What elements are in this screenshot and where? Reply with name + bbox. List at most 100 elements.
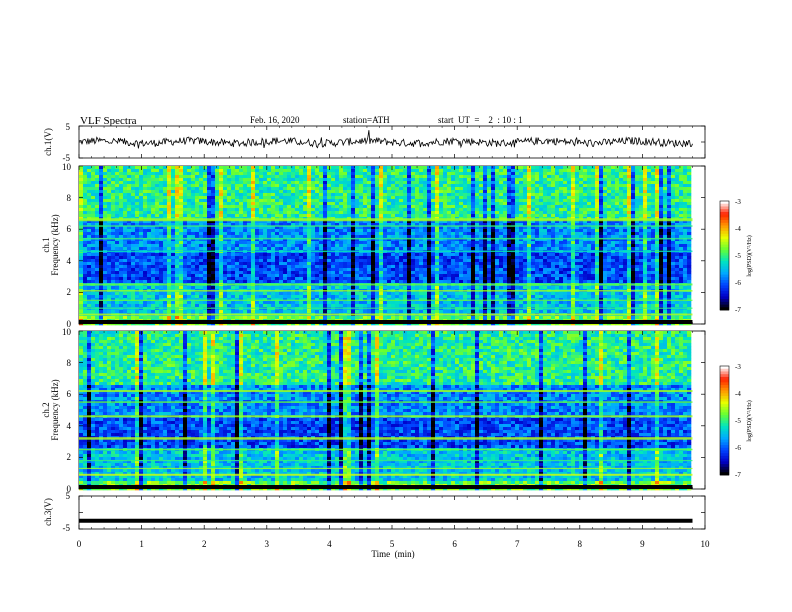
spectrogram-cell — [431, 223, 436, 227]
spectrogram-cell — [475, 238, 480, 242]
spectrogram-cell — [679, 202, 684, 206]
spectrogram-cell — [175, 187, 180, 191]
spectrogram-cell — [87, 256, 92, 260]
spectrogram-cell — [187, 226, 192, 230]
spectrogram-cell — [499, 244, 504, 248]
spectrogram-cell — [83, 181, 88, 185]
spectrogram-cell — [383, 187, 388, 191]
spectrogram-cell — [399, 178, 404, 182]
spectrogram-cell — [379, 238, 384, 242]
spectrogram-cell — [227, 247, 232, 251]
spectrogram-cell — [511, 238, 516, 242]
spectrogram-cell — [127, 184, 132, 188]
spectrogram-cell — [367, 166, 372, 170]
spectrogram-cell — [451, 199, 456, 203]
spectrogram-cell — [239, 208, 244, 212]
spectrogram-cell — [207, 253, 212, 257]
spectrogram-cell — [275, 208, 280, 212]
spectrogram-cell — [311, 259, 316, 263]
spectrogram-cell — [111, 181, 116, 185]
spectrogram-cell — [411, 184, 416, 188]
spectrogram-cell — [283, 253, 288, 257]
spectrogram-cell — [263, 235, 268, 239]
spectrogram-cell — [395, 229, 400, 233]
spectrogram-cell — [599, 178, 604, 182]
spectrogram-cell — [147, 199, 152, 203]
spectrogram-cell — [407, 253, 412, 257]
spectrogram-cell — [479, 226, 484, 230]
spectrogram-cell — [655, 199, 660, 203]
spectrogram-cell — [343, 244, 348, 248]
spectrogram-cell — [687, 232, 692, 236]
spectrogram-cell — [451, 184, 456, 188]
spectrogram-cell — [91, 232, 96, 236]
spectrogram-cell — [79, 211, 84, 215]
spectrogram-cell — [83, 241, 88, 245]
spectrogram-cell — [151, 211, 156, 215]
spectrogram-cell — [671, 190, 676, 194]
spectrogram-cell — [367, 199, 372, 203]
spectrogram-cell — [399, 187, 404, 191]
spectrogram-cell — [411, 199, 416, 203]
spectrogram-cell — [663, 166, 668, 170]
spectrogram-cell — [683, 223, 688, 227]
spectrogram-cell — [199, 247, 204, 251]
spectrogram-cell — [331, 232, 336, 236]
spectrogram-cell — [175, 175, 180, 179]
spectrogram-cell — [471, 229, 476, 233]
spectrogram-cell — [471, 232, 476, 236]
spectrogram-cell — [411, 190, 416, 194]
spectrogram-cell — [507, 193, 512, 197]
spectrogram-cell — [115, 190, 120, 194]
spectrogram-cell — [631, 208, 636, 212]
spectrogram-cell — [247, 196, 252, 200]
spectrogram-cell — [643, 193, 648, 197]
spectrogram-cell — [347, 181, 352, 185]
spectrogram-cell — [151, 232, 156, 236]
spectrogram-cell — [279, 184, 284, 188]
spectrogram-cell — [103, 190, 108, 194]
spectrogram-cell — [299, 253, 304, 257]
spectrogram-cell — [443, 220, 448, 224]
spectrogram-cell — [315, 202, 320, 206]
spectrogram-cell — [275, 184, 280, 188]
spectrogram-cell — [667, 166, 672, 170]
spectrogram-cell — [79, 190, 84, 194]
spectrogram-cell — [159, 232, 164, 236]
spectrogram-cell — [395, 238, 400, 242]
spectrogram-cell — [543, 211, 548, 215]
spectrogram-cell — [475, 169, 480, 173]
spectrogram-cell — [435, 202, 440, 206]
spectrogram-cell — [163, 187, 168, 191]
spectrogram-cell — [203, 178, 208, 182]
spectrogram-cell — [119, 244, 124, 248]
spectrogram-cell — [243, 259, 248, 263]
spectrogram-cell — [459, 175, 464, 179]
spectrogram-cell — [171, 232, 176, 236]
spectrogram-cell — [659, 193, 664, 197]
spectrogram-cell — [223, 166, 228, 170]
spectrogram-cell — [675, 244, 680, 248]
spectrogram-cell — [615, 229, 620, 233]
spectrogram-cell — [683, 199, 688, 203]
spectrogram-cell — [283, 256, 288, 260]
spectrogram-cell — [663, 256, 668, 260]
spectrogram-cell — [507, 187, 512, 191]
spectrogram-cell — [231, 241, 236, 245]
spectrogram-cell — [151, 187, 156, 191]
spectrogram-cell — [435, 190, 440, 194]
spectrogram-cell — [515, 193, 520, 197]
spectrogram-cell — [667, 208, 672, 212]
spectrogram-cell — [407, 196, 412, 200]
spectrogram-cell — [399, 241, 404, 245]
spectrogram-cell — [675, 205, 680, 209]
spectrogram-cell — [559, 232, 564, 236]
spectrogram-cell — [355, 175, 360, 179]
spectrogram-cell — [343, 175, 348, 179]
spectrogram-cell — [447, 187, 452, 191]
spectrogram-cell — [507, 184, 512, 188]
spectrogram-cell — [155, 166, 160, 170]
spectrogram-cell — [575, 226, 580, 230]
spectrogram-cell — [199, 232, 204, 236]
spectrogram-cell — [199, 181, 204, 185]
